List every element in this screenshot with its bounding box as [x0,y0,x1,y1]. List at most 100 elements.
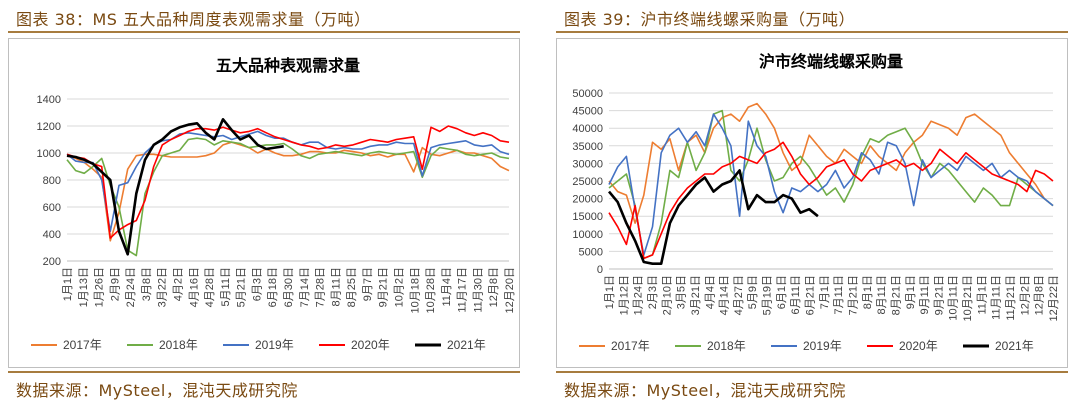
x-tick-label: 6月18日 [267,267,279,307]
x-tick-label: 10月11日 [948,275,960,321]
x-tick-label: 10月28日 [425,267,437,313]
x-tick-label: 12月8日 [1034,275,1046,315]
x-tick-label: 5月11日 [220,267,232,307]
x-tick-label: 2月3日 [647,275,659,309]
chart-frame: 五大品种表观需求量 200 400 600 800 1000 1200 1400 1月1日 1月1… [8,38,520,368]
x-tick-label: 10月21日 [962,275,974,321]
x-tick-label: 8月1日 [862,275,874,309]
x-tick-label: 4月16日 [188,267,200,307]
x-tick-label: 10月2日 [394,267,406,307]
x-tick-label: 8月25日 [346,267,358,307]
purchase-line-chart: 沪市终端线螺采购量 0 5000 10000 15000 20000 25000 30000 3… [572,52,1060,353]
legend-item: 2018年 [675,339,746,353]
x-tick-label: 8月11日 [330,267,342,307]
y-tick-label: 1200 [37,121,61,133]
legend-item: 2017年 [31,338,102,352]
x-tick-label: 7月21日 [847,275,859,315]
legend-item: 2019年 [771,339,842,353]
x-tick-label: 6月1日 [776,275,788,309]
legend-item: 2021年 [963,339,1034,353]
x-tick-label: 6月30日 [283,267,295,307]
x-tick-label: 4月27日 [733,275,745,315]
title-rule [556,31,1068,33]
x-tick-label: 1月26日 [94,267,106,307]
source-rule [8,371,520,373]
x-tick-label: 5月19日 [762,275,774,315]
series-line-2018年 [608,109,1054,260]
x-tick-label: 6月21日 [805,275,817,315]
x-tick-label: 12月2日 [1019,275,1031,315]
y-tick-label: 40000 [572,123,603,135]
demand-line-chart: 五大品种表观需求量 200 400 600 800 1000 1200 1400 1月1日 1月1… [31,56,516,352]
y-tick-label: 1400 [37,94,61,106]
legend-label: 2021年 [995,339,1034,353]
x-tick-label: 3月22日 [157,267,169,307]
chart-title: 五大品种表观需求量 [216,56,360,75]
x-tick-label: 4月14日 [719,275,731,315]
x-tick-label: 2月9日 [109,267,121,301]
x-tick-label: 12月8日 [488,267,500,307]
series-line-2020年 [66,125,510,239]
x-tick-label: 4月2日 [173,267,185,301]
x-tick-label: 9月7日 [362,267,374,301]
y-tick-label: 1000 [37,148,61,160]
x-tick-label: 4月4日 [704,275,716,309]
figure-title: 图表 39：沪市终端线螺采购量（万吨） [564,10,855,29]
y-tick-label: 15000 [572,211,603,223]
x-tick-label: 10月18日 [409,267,421,313]
x-tick-label: 9月21日 [933,275,945,315]
y-tick-label: 5000 [579,246,603,258]
legend-item: 2019年 [223,338,294,352]
series-line-2021年 [66,118,284,256]
series-line-2021年 [607,169,819,265]
x-tick-label: 11月4日 [441,267,453,307]
x-tick-label: 3月5日 [676,275,688,309]
legend-label: 2020年 [899,339,938,353]
x-tick-label: 11月17日 [457,267,469,313]
title-rule [8,31,520,33]
x-tick-label: 8月11日 [876,275,888,315]
chart-frame: 沪市终端线螺采购量 0 5000 10000 15000 20000 25000 30000 3… [556,38,1068,368]
series-line-2019年 [608,113,1054,256]
x-tick-label: 7月11日 [833,275,845,315]
data-source: 数据来源：MySteel，混沌天成研究院 [16,381,298,400]
x-tick-label: 2月10日 [661,275,673,315]
x-tick-label: 7月28日 [315,267,327,307]
legend-item: 2018年 [127,338,198,352]
legend-label: 2019年 [255,338,294,352]
y-tick-label: 400 [43,229,61,241]
y-tick-label: 50000 [572,88,603,100]
x-tick-label: 1月1日 [604,275,616,309]
data-source: 数据来源：MySteel，混沌天成研究院 [564,381,846,400]
y-tick-label: 30000 [572,158,603,170]
x-tick-label: 11月30日 [472,267,484,313]
y-tick-label: 25000 [572,176,603,188]
source-rule [556,371,1068,373]
y-tick-label: 10000 [572,229,603,241]
x-tick-label: 2月24日 [125,267,137,307]
series-line-2018年 [66,137,510,257]
x-tick-label: 6月3日 [251,267,263,301]
legend-label: 2018年 [707,339,746,353]
y-tick-label: 35000 [572,141,603,153]
y-tick-label: 800 [43,175,61,187]
x-tick-label: 3月8日 [141,267,153,301]
legend-label: 2020年 [351,338,390,352]
right-panel: 图表 39：沪市终端线螺采购量（万吨） 沪市终端线螺采购量 0 5000 10000 1… [548,0,1078,402]
x-tick-label: 6月11日 [790,275,802,315]
x-tick-label: 8月21日 [890,275,902,315]
x-tick-label: 7月1日 [819,275,831,309]
legend-label: 2021年 [447,338,486,352]
legend-item: 2020年 [319,338,390,352]
series-line-2017年 [66,141,510,242]
figure-title: 图表 38：MS 五大品种周度表观需求量（万吨） [16,10,371,29]
x-tick-label: 3月21日 [690,275,702,315]
x-tick-label: 11月1日 [976,275,988,315]
x-tick-label: 9月21日 [378,267,390,307]
legend-label: 2017年 [63,338,102,352]
series-line-2017年 [608,102,1054,224]
legend-item: 2020年 [867,339,938,353]
y-tick-label: 200 [43,256,61,268]
x-tick-label: 1月24日 [633,275,645,315]
x-tick-label: 1月13日 [78,267,90,307]
